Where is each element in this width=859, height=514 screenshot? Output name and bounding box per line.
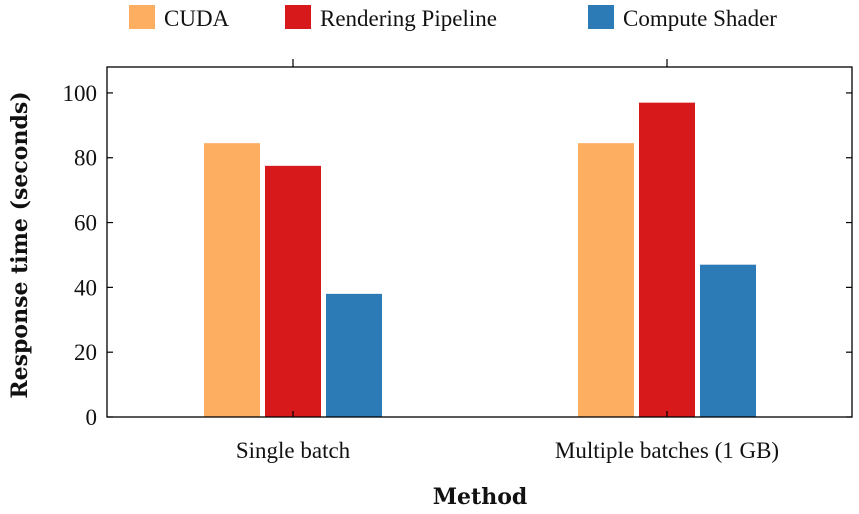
bars (204, 102, 756, 418)
y-tick-label: 0 (86, 405, 98, 430)
legend: CUDA Rendering Pipeline Compute Shader (129, 5, 777, 31)
y-tick-label: 80 (74, 146, 97, 171)
bar-rendering-pipeline-0 (265, 165, 321, 417)
y-tick-label: 20 (74, 340, 97, 365)
y-tick-label: 60 (74, 211, 97, 236)
x-tick-label: Single batch (236, 438, 351, 463)
bar-compute-shader-1 (700, 264, 756, 417)
bar-compute-shader-0 (326, 293, 382, 417)
x-tick-label: Multiple batches (1 GB) (555, 438, 779, 463)
y-tick-label: 100 (63, 81, 98, 106)
legend-swatch-cuda (129, 5, 155, 29)
y-tick-label: 40 (74, 275, 97, 300)
y-axis-title: Response time (seconds) (7, 91, 33, 398)
legend-swatch-compute-shader (588, 5, 614, 29)
bar-cuda-0 (204, 143, 260, 417)
bar-cuda-1 (578, 143, 634, 417)
legend-swatch-rendering-pipeline (285, 5, 311, 29)
ticks: 0 20 40 60 80 100 Single batch Multiple batches… (63, 59, 852, 463)
legend-label: Rendering Pipeline (320, 6, 497, 31)
legend-label: Compute Shader (623, 6, 777, 31)
plot-frame (106, 66, 853, 418)
legend-label: CUDA (164, 6, 230, 31)
x-axis-title: Method (433, 484, 528, 510)
bar-rendering-pipeline-1 (639, 102, 695, 418)
